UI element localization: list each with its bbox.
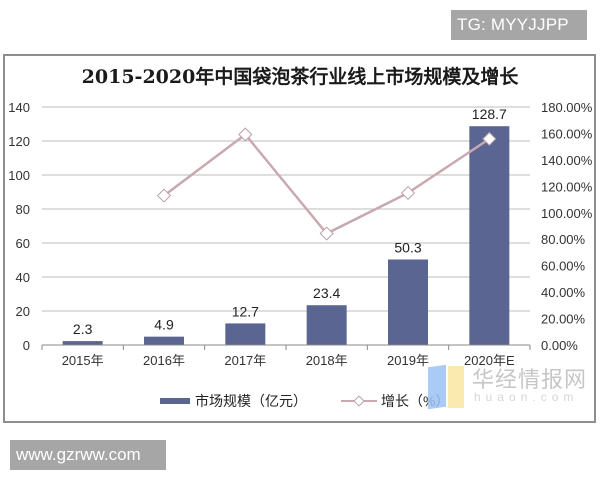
y-right-tick-label: 40.00% [541, 285, 586, 300]
diamond-marker-icon [482, 131, 497, 146]
y-right-tick-label: 100.00% [541, 206, 593, 221]
y-left-tick-label: 20 [16, 304, 30, 319]
y-right-tick-label: 120.00% [541, 179, 593, 194]
y-right-tick-label: 0.00% [541, 338, 578, 353]
bar-data-label: 23.4 [313, 285, 340, 301]
y-right-tick-label: 180.00% [541, 100, 593, 115]
diamond-marker-icon [238, 127, 253, 142]
huajing-watermark: 华经情报网 huaon.com [428, 362, 598, 412]
site-watermark: www.gzrww.com [10, 440, 166, 470]
y-left-tick-label: 40 [16, 270, 30, 285]
bar-data-label: 128.7 [472, 106, 507, 122]
x-category-label: 2020年E [464, 353, 515, 368]
bar-data-label: 4.9 [154, 317, 174, 333]
x-category-label: 2016年 [143, 353, 185, 368]
y-right-tick-label: 60.00% [541, 259, 586, 274]
growth-line [163, 132, 491, 236]
y-left-tick-label: 100 [8, 168, 30, 183]
huajing-logo-icon [428, 364, 446, 410]
y-left-tick-label: 60 [16, 236, 30, 251]
huajing-logo-icon-accent [448, 366, 464, 408]
bar [306, 305, 347, 345]
bar [225, 323, 266, 345]
bar-swatch-icon [160, 398, 190, 404]
y-right-tick-label: 160.00% [541, 126, 593, 141]
diamond-marker-icon [156, 188, 172, 203]
y-left-tick-label: 140 [8, 100, 30, 115]
tg-watermark: TG: MYYJJPP [451, 10, 587, 40]
y-right-tick-label: 80.00% [541, 232, 586, 247]
legend-item-market-size: 市场规模（亿元） [160, 391, 307, 411]
bar [469, 126, 510, 346]
huajing-en-text: huaon.com [474, 390, 579, 404]
y-left-tick-label: 120 [8, 134, 30, 149]
chart-title: 2015-2020年中国袋泡茶行业线上市场规模及增长 [81, 66, 519, 88]
y-right-tick-label: 140.00% [541, 153, 593, 168]
bar-data-label: 50.3 [394, 239, 421, 255]
bar [144, 336, 184, 345]
bar-data-label: 2.3 [73, 321, 93, 337]
huajing-cn-text: 华经情报网 [472, 367, 588, 392]
x-category-label: 2019年 [387, 353, 429, 368]
y-left-tick-label: 0 [23, 338, 30, 353]
y-left-tick-label: 80 [16, 202, 30, 217]
bar [388, 259, 428, 345]
x-category-label: 2017年 [224, 353, 266, 368]
bar [62, 341, 103, 345]
diamond-marker-icon [400, 185, 416, 201]
x-category-label: 2018年 [306, 353, 348, 368]
line-diamond-swatch-icon [341, 396, 377, 406]
y-right-tick-label: 20.00% [541, 312, 586, 327]
diamond-marker-icon [319, 226, 334, 241]
x-category-label: 2015年 [62, 353, 104, 368]
bar-data-label: 12.7 [232, 303, 259, 319]
legend-label-market-size: 市场规模（亿元） [195, 393, 307, 409]
